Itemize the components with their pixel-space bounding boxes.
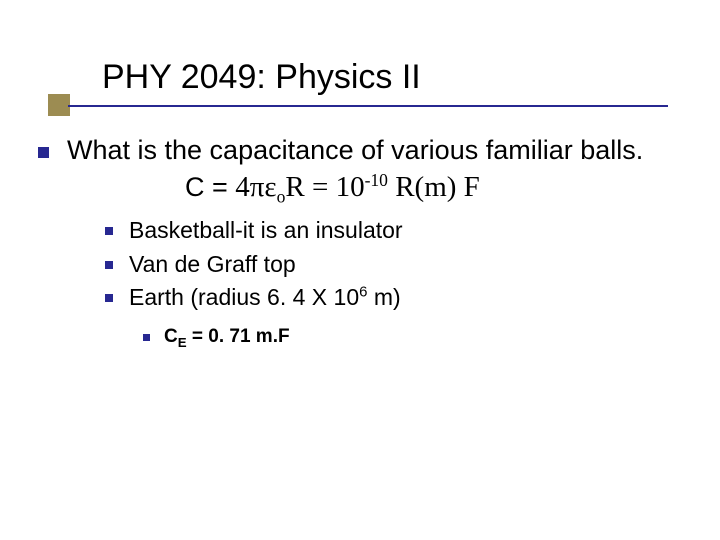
bullet-icon: [105, 294, 113, 302]
bullet-icon: [38, 147, 49, 158]
lvl1-body: What is the capacitance of various famil…: [67, 133, 690, 351]
formula-sup-neg10: -10: [365, 170, 388, 190]
ce-pre: C: [164, 326, 178, 347]
earth-pre: Earth (radius 6. 4 X 10: [129, 284, 359, 310]
formula-suffix: R(m) F: [388, 171, 480, 203]
lvl1-text: What is the capacitance of various famil…: [67, 133, 690, 168]
content-area: What is the capacitance of various famil…: [0, 97, 720, 351]
formula-pi-epsilon: 4πε: [235, 171, 276, 203]
list-item: What is the capacitance of various famil…: [38, 133, 690, 351]
ce-sub: E: [178, 334, 187, 349]
list-item: CE = 0. 71 m.F: [143, 325, 690, 351]
bullet-icon: [105, 261, 113, 269]
bullet-icon: [143, 334, 150, 341]
ce-post: = 0. 71 m.F: [187, 326, 290, 347]
list-item: Van de Graff top: [105, 249, 690, 280]
title-underline: [68, 105, 668, 107]
formula-r-eq: R = 10: [285, 171, 364, 203]
title-block: PHY 2049: Physics II: [0, 0, 720, 97]
lvl2-text: Van de Graff top: [129, 249, 296, 280]
list-item: Earth (radius 6. 4 X 106 m): [105, 282, 690, 313]
lvl2-text-earth: Earth (radius 6. 4 X 106 m): [129, 282, 401, 313]
earth-post: m): [367, 284, 400, 310]
bullet-icon: [105, 227, 113, 235]
title-accent-square: [48, 94, 70, 116]
list-item: Basketball-it is an insulator: [105, 215, 690, 246]
lvl3-list: CE = 0. 71 m.F: [105, 315, 690, 351]
page-title: PHY 2049: Physics II: [102, 58, 720, 97]
slide: PHY 2049: Physics II What is the capacit…: [0, 0, 720, 540]
capacitance-formula: C = 4πεoR = 10-10 R(m) F: [67, 170, 690, 207]
earth-capacitance-value: CE = 0. 71 m.F: [164, 325, 290, 351]
lvl2-text: Basketball-it is an insulator: [129, 215, 403, 246]
formula-prefix: C =: [185, 172, 235, 202]
lvl2-list: Basketball-it is an insulator Van de Gra…: [67, 207, 690, 350]
